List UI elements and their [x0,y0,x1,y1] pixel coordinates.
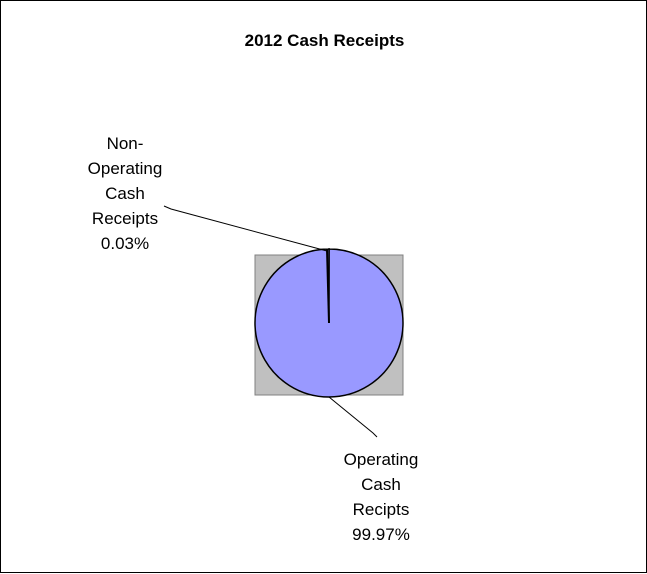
leader-line-non-operating [164,206,327,251]
slice-label-non-operating: Non- Operating Cash Receipts 0.03% [75,131,175,256]
leader-line-operating [329,397,377,437]
slice-percent-operating: 99.97% [321,522,441,547]
slice-label-operating: Operating Cash Recipts 99.97% [321,447,441,547]
slice-percent-non-operating: 0.03% [75,231,175,256]
